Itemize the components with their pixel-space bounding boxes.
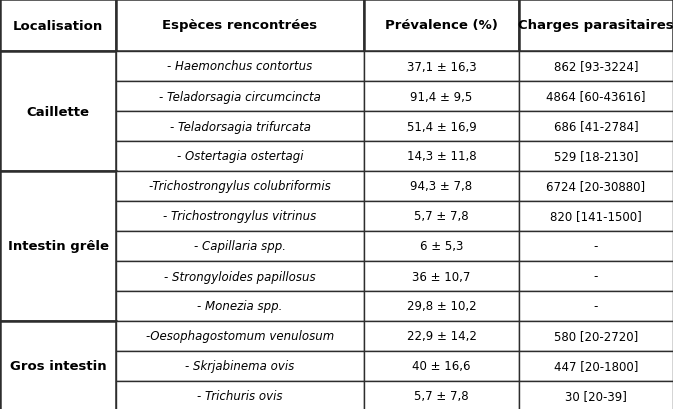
Bar (519, 321, 673, 351)
Text: - Trichuris ovis: - Trichuris ovis (197, 389, 283, 402)
Text: 4864 [60-43616]: 4864 [60-43616] (546, 90, 646, 103)
Bar (116, 172, 364, 202)
Text: - Capillaria spp.: - Capillaria spp. (194, 240, 286, 253)
Bar (364, 261, 519, 291)
Text: 37,1 ± 16,3: 37,1 ± 16,3 (406, 61, 476, 73)
Text: - Skrjabinema ovis: - Skrjabinema ovis (185, 360, 295, 373)
Bar (0, 172, 116, 321)
Bar (116, 0, 364, 52)
Text: 94,3 ± 7,8: 94,3 ± 7,8 (411, 180, 472, 193)
Bar (116, 142, 364, 172)
Bar (364, 112, 519, 142)
Bar (116, 231, 364, 261)
Text: 36 ± 10,7: 36 ± 10,7 (413, 270, 470, 283)
Bar (519, 112, 673, 142)
Text: -Trichostrongylus colubriformis: -Trichostrongylus colubriformis (149, 180, 331, 193)
Bar (0, 0, 116, 52)
Bar (364, 0, 519, 52)
Text: -: - (594, 240, 598, 253)
Bar (519, 231, 673, 261)
Bar (116, 291, 364, 321)
Text: 91,4 ± 9,5: 91,4 ± 9,5 (411, 90, 472, 103)
Bar (364, 351, 519, 381)
Text: Localisation: Localisation (13, 20, 103, 32)
Text: 30 [20-39]: 30 [20-39] (565, 389, 627, 402)
Text: Gros intestin: Gros intestin (9, 360, 106, 373)
Text: - Ostertagia ostertagi: - Ostertagia ostertagi (177, 150, 304, 163)
Bar (116, 52, 364, 82)
Bar (116, 351, 364, 381)
Bar (364, 172, 519, 202)
Bar (364, 142, 519, 172)
Text: - Teladorsagia trifurcata: - Teladorsagia trifurcata (170, 120, 310, 133)
Text: -Oesophagostomum venulosum: -Oesophagostomum venulosum (146, 330, 334, 343)
Bar (519, 172, 673, 202)
Text: 22,9 ± 14,2: 22,9 ± 14,2 (406, 330, 476, 343)
Bar (364, 381, 519, 409)
Bar (519, 261, 673, 291)
Text: - Strongyloides papillosus: - Strongyloides papillosus (164, 270, 316, 283)
Text: Caillette: Caillette (26, 105, 90, 118)
Text: 529 [18-2130]: 529 [18-2130] (554, 150, 638, 163)
Bar (519, 351, 673, 381)
Text: Espèces rencontrées: Espèces rencontrées (162, 20, 318, 32)
Text: Prévalence (%): Prévalence (%) (385, 20, 498, 32)
Text: 51,4 ± 16,9: 51,4 ± 16,9 (406, 120, 476, 133)
Text: 5,7 ± 7,8: 5,7 ± 7,8 (414, 389, 469, 402)
Bar (116, 112, 364, 142)
Text: 862 [93-3224]: 862 [93-3224] (554, 61, 638, 73)
Bar (364, 202, 519, 231)
Text: 5,7 ± 7,8: 5,7 ± 7,8 (414, 210, 469, 223)
Bar (364, 321, 519, 351)
Text: 580 [20-2720]: 580 [20-2720] (554, 330, 638, 343)
Text: 686 [41-2784]: 686 [41-2784] (554, 120, 638, 133)
Bar (0, 321, 116, 409)
Text: 40 ± 16,6: 40 ± 16,6 (413, 360, 470, 373)
Text: 6 ± 5,3: 6 ± 5,3 (420, 240, 463, 253)
Bar (0, 52, 116, 172)
Bar (519, 82, 673, 112)
Text: 14,3 ± 11,8: 14,3 ± 11,8 (406, 150, 476, 163)
Text: -: - (594, 300, 598, 313)
Text: 447 [20-1800]: 447 [20-1800] (554, 360, 638, 373)
Bar (519, 52, 673, 82)
Bar (519, 0, 673, 52)
Text: - Trichostrongylus vitrinus: - Trichostrongylus vitrinus (164, 210, 316, 223)
Bar (116, 202, 364, 231)
Text: Charges parasitaires: Charges parasitaires (518, 20, 673, 32)
Text: 29,8 ± 10,2: 29,8 ± 10,2 (406, 300, 476, 313)
Bar (364, 291, 519, 321)
Bar (519, 142, 673, 172)
Bar (364, 82, 519, 112)
Text: -: - (594, 270, 598, 283)
Bar (116, 321, 364, 351)
Bar (116, 381, 364, 409)
Text: - Teladorsagia circumcincta: - Teladorsagia circumcincta (159, 90, 321, 103)
Text: Intestin grêle: Intestin grêle (7, 240, 108, 253)
Text: - Monezia spp.: - Monezia spp. (197, 300, 283, 313)
Text: 6724 [20-30880]: 6724 [20-30880] (546, 180, 645, 193)
Bar (519, 291, 673, 321)
Bar (116, 82, 364, 112)
Bar (519, 381, 673, 409)
Text: 820 [141-1500]: 820 [141-1500] (550, 210, 642, 223)
Bar (364, 231, 519, 261)
Bar (364, 52, 519, 82)
Text: - Haemonchus contortus: - Haemonchus contortus (168, 61, 313, 73)
Bar (519, 202, 673, 231)
Bar (116, 261, 364, 291)
